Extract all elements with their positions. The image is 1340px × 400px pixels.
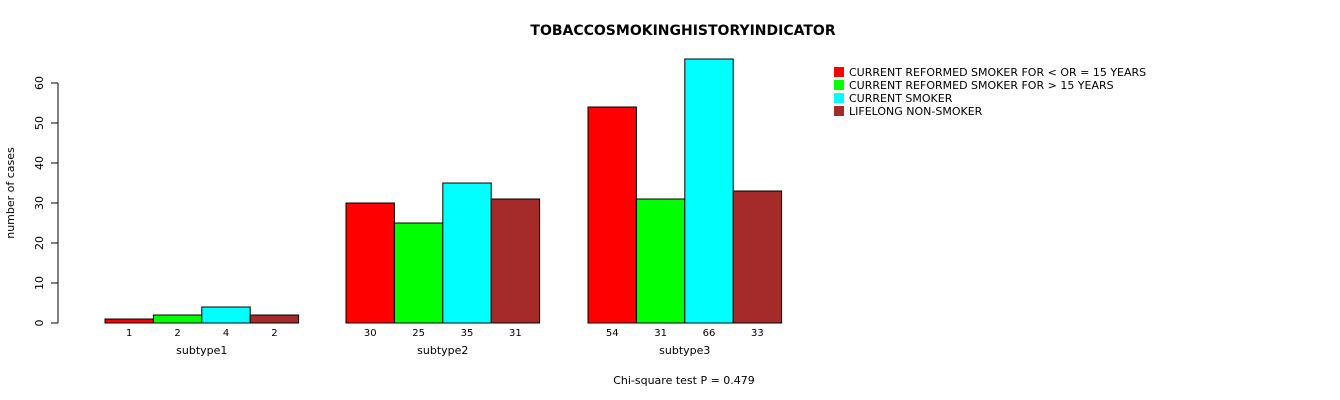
y-tick-label: 0 (33, 320, 46, 327)
bar (201, 306, 251, 324)
legend-swatch (834, 106, 844, 116)
legend-label: LIFELONG NON-SMOKER (849, 105, 983, 118)
bar-value-label: 35 (461, 328, 474, 339)
category-labels: subtype1 subtype2 subtype3 (176, 344, 710, 357)
bar (684, 58, 734, 324)
bar (345, 202, 395, 324)
y-tick-label: 50 (33, 116, 46, 130)
bar (393, 222, 444, 324)
y-tick-label: 20 (33, 236, 46, 250)
bar (249, 314, 300, 324)
bar-value-label: 2 (174, 328, 180, 339)
bar (635, 198, 686, 324)
y-axis-label: number of cases (4, 147, 17, 239)
bar-value-label: 30 (364, 328, 377, 339)
y-axis: 0 10 20 30 40 50 60 (33, 76, 59, 327)
bar (587, 106, 637, 324)
legend-label: CURRENT REFORMED SMOKER FOR < OR = 15 YE… (849, 66, 1146, 79)
bar (732, 190, 783, 324)
category-label: subtype3 (659, 344, 710, 357)
category-label: subtype2 (417, 344, 468, 357)
bar (490, 198, 541, 324)
bar-value-label: 1 (126, 328, 132, 339)
legend-swatch (834, 67, 844, 77)
bar-value-label: 54 (606, 328, 619, 339)
bar-value-label: 2 (271, 328, 277, 339)
category-label: subtype1 (176, 344, 227, 357)
chi-square-footnote: Chi-square test P = 0.479 (613, 374, 755, 387)
legend-label: CURRENT SMOKER (849, 92, 953, 105)
bars (104, 58, 783, 324)
legend-label: CURRENT REFORMED SMOKER FOR > 15 YEARS (849, 79, 1114, 92)
y-tick-label: 60 (33, 76, 46, 90)
bar-value-label: 31 (654, 328, 667, 339)
y-tick-label: 10 (33, 276, 46, 290)
bar-value-label: 4 (223, 328, 229, 339)
legend-swatch (834, 80, 844, 90)
y-tick-label: 40 (33, 156, 46, 170)
bar-value-label: 66 (703, 328, 716, 339)
bar-value-label: 25 (412, 328, 425, 339)
bar (152, 314, 203, 324)
bar-value-label: 31 (509, 328, 522, 339)
bar (442, 182, 492, 324)
legend: CURRENT REFORMED SMOKER FOR < OR = 15 YE… (834, 66, 1146, 118)
bar-value-label: 33 (751, 328, 764, 339)
chart-title: TOBACCOSMOKINGHISTORYINDICATOR (530, 23, 835, 39)
legend-swatch (834, 93, 844, 103)
bar-value-labels: 1 2 4 2 30 25 35 31 54 31 66 33 (126, 328, 764, 339)
y-tick-label: 30 (33, 196, 46, 210)
bar (104, 318, 154, 324)
